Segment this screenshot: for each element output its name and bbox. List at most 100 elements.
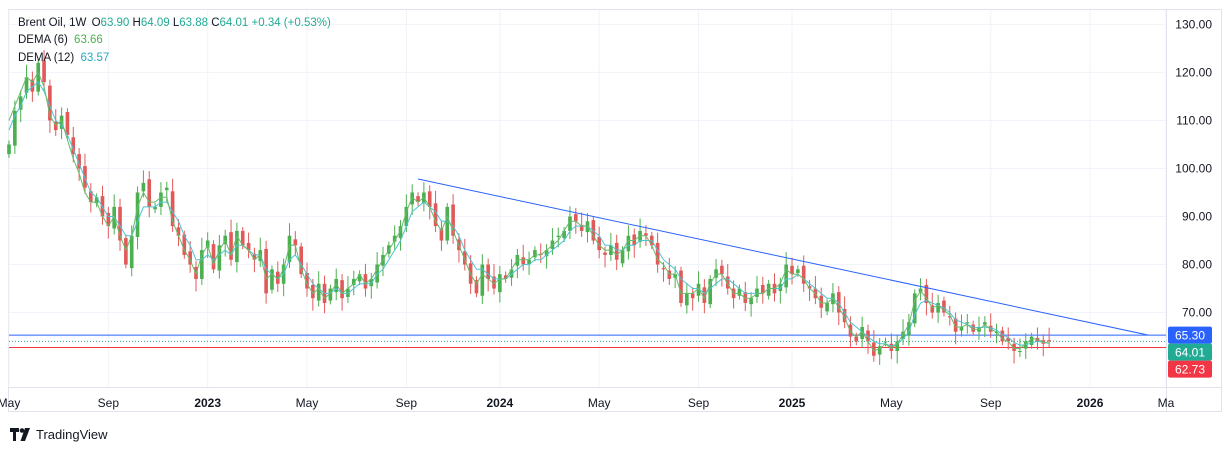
candle-body [480,264,485,296]
dema6-legend[interactable]: DEMA (6) 63.66 [18,34,103,46]
candle [690,287,695,311]
candle [118,198,122,251]
candle-body [912,293,917,324]
candle [164,181,169,203]
candle [755,276,759,303]
dema6-value: 63.66 [74,34,103,46]
candle-body [498,274,502,293]
ohlc-legend: Brent Oil, 1W O63.90 H64.09 L63.88 C64.0… [18,17,331,29]
candle-body [176,227,181,236]
candle [13,100,17,154]
open-label: O [91,17,101,29]
candle-body [714,269,718,278]
candle [264,240,268,304]
candle [392,225,397,250]
symbol-name: Brent Oil [18,17,63,29]
candle-body [965,322,970,324]
candle-body [24,77,29,93]
candle-body [30,79,35,92]
candle-body [264,248,268,294]
candle [854,332,859,346]
candle [275,261,280,292]
price-tag-62.73: 62.73 [1168,360,1212,378]
candle-body [702,287,707,303]
candle-body [153,206,157,210]
axis-layer: 70.00 80.00 90.00 100.00 110.00 120.00 130.00 6… [0,10,1221,411]
candle [527,251,531,275]
candle-body [311,284,315,299]
interval-label: 1W [69,17,87,29]
candle [7,140,11,158]
candle [521,244,526,271]
candle [363,263,368,297]
x-tick-label: May [0,396,20,410]
x-tick-label: Sep [396,396,418,410]
candle [556,227,561,248]
x-tick-label: May [296,396,319,410]
x-tick-label: 2023 [194,396,221,410]
candle [778,277,783,304]
candle-body [351,278,356,285]
candle-body [235,230,239,263]
trendline [417,178,1149,336]
candle-body [217,245,222,271]
candle-body [574,214,578,222]
price-tag-text: 62.73 [1175,363,1205,377]
dema12-legend[interactable]: DEMA (12) 63.57 [18,52,109,64]
candle [176,219,181,247]
candle [135,186,140,250]
candle [445,203,450,245]
candle-body [200,250,204,279]
price-tag-65.30: 65.30 [1168,326,1212,344]
candle-body [953,318,958,332]
candle [375,252,379,289]
grid-layer [8,10,1167,387]
candle [88,183,93,213]
candle-body [1006,337,1011,342]
candle-body [685,293,689,306]
candle-body [404,206,409,227]
candle-body [71,137,76,155]
candle-body [462,251,467,265]
candle [439,220,444,251]
candle-body [784,264,788,288]
candle [825,299,829,316]
candle-body [36,62,41,92]
candle-body [211,244,216,270]
candle [790,257,794,285]
candle [229,219,233,266]
candle-body [655,242,660,265]
candle-body [445,206,450,241]
dema6-label: DEMA (6) [18,34,68,46]
candle [1023,333,1028,359]
candle [1018,338,1022,357]
close-label: C [211,17,220,29]
candle-body [614,242,619,260]
candle-body [737,288,742,296]
candle-body [305,272,309,289]
candle [626,225,631,260]
candle [217,234,222,279]
candle-body [451,204,455,236]
candle [638,218,642,248]
candle-body [270,269,274,290]
candle-body [556,235,561,237]
candle-body [901,331,905,339]
candle-body [129,235,134,269]
candle-body [819,295,824,308]
candle-body [13,110,17,146]
y-tick-label: 120.00 [1175,65,1212,79]
candle [953,312,958,345]
candle [369,272,374,299]
candle-body [252,253,257,260]
candle [1000,326,1005,346]
candle-body [796,269,800,273]
candle [211,240,216,274]
candle [743,281,748,312]
tradingview-logo[interactable]: TradingView [10,427,108,442]
candle [305,262,309,297]
candle [661,262,666,282]
candle-body [959,326,964,331]
trendline-layer [417,178,1149,336]
